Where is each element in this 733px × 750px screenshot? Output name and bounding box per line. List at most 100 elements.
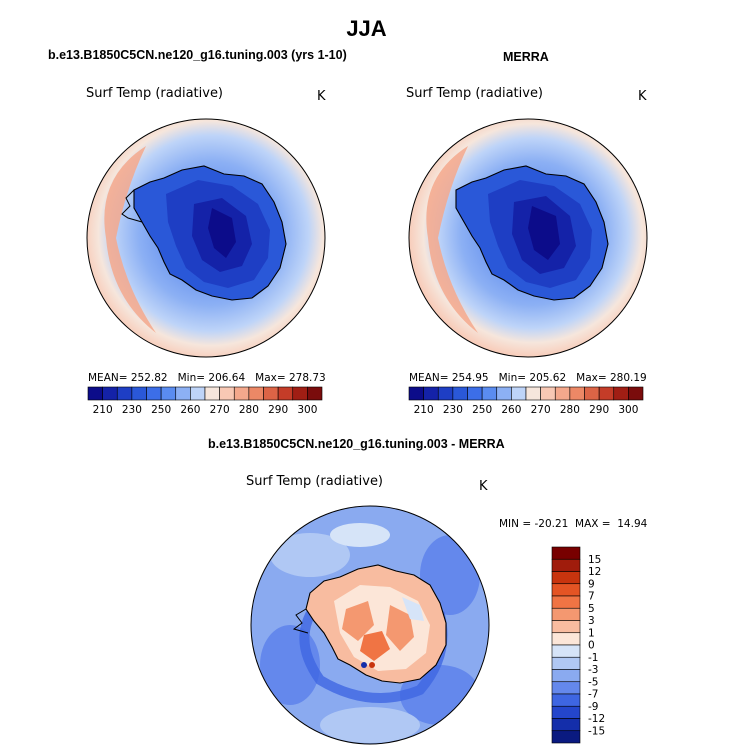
obs-max: Max= 280.19 <box>576 372 647 384</box>
model-colorbar-swatch <box>160 386 177 401</box>
diff-colorbar-tick-label: -15 <box>588 725 605 737</box>
diff-colorbar-tick-label: -12 <box>588 713 605 725</box>
diff-colorbar-swatch <box>551 558 581 572</box>
model-colorbar-tick-label: 280 <box>239 404 259 416</box>
diff-polar-map <box>250 505 490 745</box>
model-colorbar-tick-label: 210 <box>93 404 113 416</box>
obs-colorbar: 210 230 250 260 270 280 290 300 <box>408 386 644 416</box>
model-colorbar-swatch <box>204 386 220 401</box>
diff-stats: MIN = -20.21 MAX = 14.94 <box>499 518 648 530</box>
obs-colorbar-swatch <box>540 386 556 401</box>
obs-colorbar-swatch <box>511 386 527 401</box>
obs-colorbar-swatch <box>496 386 512 401</box>
diff-panel-title: b.e13.B1850C5CN.ne120_g16.tuning.003 - M… <box>208 437 505 451</box>
diff-colorbar-tick-label: -5 <box>588 676 598 688</box>
diff-colorbar-tick-label: -9 <box>588 701 598 713</box>
diff-colorbar-swatch <box>551 583 581 597</box>
model-colorbar-swatch <box>307 386 323 401</box>
obs-colorbar-swatch <box>481 386 498 401</box>
model-min: Min= 206.64 <box>177 372 246 384</box>
obs-colorbar-swatch <box>467 386 483 401</box>
model-colorbar-swatch <box>116 386 133 401</box>
obs-colorbar-swatch <box>408 386 424 401</box>
model-colorbar-tick-label: 300 <box>297 404 317 416</box>
model-colorbar-swatch <box>248 386 264 401</box>
diff-colorbar-swatch <box>551 595 581 609</box>
obs-colorbar-tick-label: 290 <box>589 404 609 416</box>
model-colorbar-swatch <box>102 386 118 401</box>
diff-units-label: K <box>479 479 488 494</box>
diff-colorbar-swatch <box>551 730 581 744</box>
diff-colorbar-tick-label: 5 <box>588 603 595 615</box>
obs-colorbar-tick-label: 260 <box>501 404 521 416</box>
obs-mean: MEAN= 254.95 <box>409 372 489 384</box>
model-panel-title: b.e13.B1850C5CN.ne120_g16.tuning.003 (yr… <box>48 48 347 62</box>
obs-colorbar-swatch <box>423 386 439 401</box>
diff-colorbar-tick-label: 7 <box>588 591 595 603</box>
model-colorbar-swatch <box>292 386 308 401</box>
diff-colorbar-swatch <box>551 718 581 732</box>
model-colorbar-swatch <box>233 386 250 401</box>
diff-variable-label: Surf Temp (radiative) <box>246 474 384 489</box>
obs-colorbar-tick-label: 210 <box>414 404 434 416</box>
diff-colorbar-swatch <box>551 546 581 560</box>
model-colorbar-swatch <box>146 386 162 401</box>
diff-colorbar-swatch <box>551 620 581 634</box>
obs-colorbar-tick-label: 280 <box>560 404 580 416</box>
diff-colorbar-swatch <box>551 571 581 585</box>
model-colorbar: 210 230 250 260 270 280 290 300 <box>87 386 323 416</box>
obs-colorbar-swatch <box>452 386 468 401</box>
obs-polar-map <box>408 118 648 358</box>
model-colorbar-swatch <box>263 386 279 401</box>
diff-colorbar-tick-label: 15 <box>588 554 601 566</box>
model-colorbar-swatch <box>175 386 191 401</box>
obs-colorbar-swatch <box>613 386 629 401</box>
obs-variable-label: Surf Temp (radiative) <box>406 86 544 101</box>
obs-colorbar-swatch <box>628 386 644 401</box>
diff-colorbar-tick-label: 3 <box>588 615 595 627</box>
obs-panel-title: MERRA <box>503 50 549 64</box>
diff-colorbar-swatch <box>551 656 581 670</box>
diff-colorbar-swatch <box>551 669 581 683</box>
diff-colorbar-swatch <box>551 607 581 621</box>
obs-colorbar-tick-label: 250 <box>472 404 492 416</box>
obs-colorbar-swatch <box>554 386 571 401</box>
diff-colorbar-swatch <box>551 632 581 646</box>
model-stats: MEAN= 252.82 Min= 206.64 Max= 278.73 <box>88 372 326 384</box>
diff-colorbar-tick-label: 0 <box>588 640 595 652</box>
diff-colorbar-swatch <box>551 693 581 707</box>
obs-colorbar-swatch <box>584 386 600 401</box>
season-title: JJA <box>346 16 387 41</box>
diff-colorbar-tick-label: -7 <box>588 689 598 701</box>
obs-min: Min= 205.62 <box>498 372 567 384</box>
obs-colorbar-swatch <box>598 386 615 401</box>
model-colorbar-swatch <box>131 386 147 401</box>
model-mean: MEAN= 252.82 <box>88 372 168 384</box>
model-colorbar-swatch <box>219 386 235 401</box>
diff-colorbar-tick-label: -3 <box>588 664 598 676</box>
obs-units-label: K <box>638 89 647 104</box>
model-colorbar-tick-label: 230 <box>122 404 142 416</box>
diff-colorbar-tick-label: 9 <box>588 578 595 590</box>
diff-colorbar-swatch <box>551 705 581 719</box>
diff-colorbar-tick-label: -1 <box>588 652 598 664</box>
obs-colorbar-tick-label: 300 <box>618 404 638 416</box>
model-polar-map <box>86 118 326 358</box>
model-colorbar-swatch <box>87 386 103 401</box>
model-variable-label: Surf Temp (radiative) <box>86 86 224 101</box>
obs-colorbar-tick-label: 230 <box>443 404 463 416</box>
model-colorbar-tick-label: 270 <box>210 404 230 416</box>
model-colorbar-swatch <box>190 386 206 401</box>
model-max: Max= 278.73 <box>255 372 326 384</box>
obs-colorbar-swatch <box>437 386 454 401</box>
diff-colorbar-tick-label: 12 <box>588 566 601 578</box>
diff-colorbar-tick-label: 1 <box>588 627 595 639</box>
model-colorbar-swatch <box>277 386 294 401</box>
obs-colorbar-swatch <box>525 386 541 401</box>
model-colorbar-tick-label: 250 <box>151 404 171 416</box>
obs-colorbar-swatch <box>569 386 585 401</box>
diff-colorbar-swatch <box>551 644 581 658</box>
obs-stats: MEAN= 254.95 Min= 205.62 Max= 280.19 <box>409 372 647 384</box>
obs-colorbar-tick-label: 270 <box>531 404 551 416</box>
